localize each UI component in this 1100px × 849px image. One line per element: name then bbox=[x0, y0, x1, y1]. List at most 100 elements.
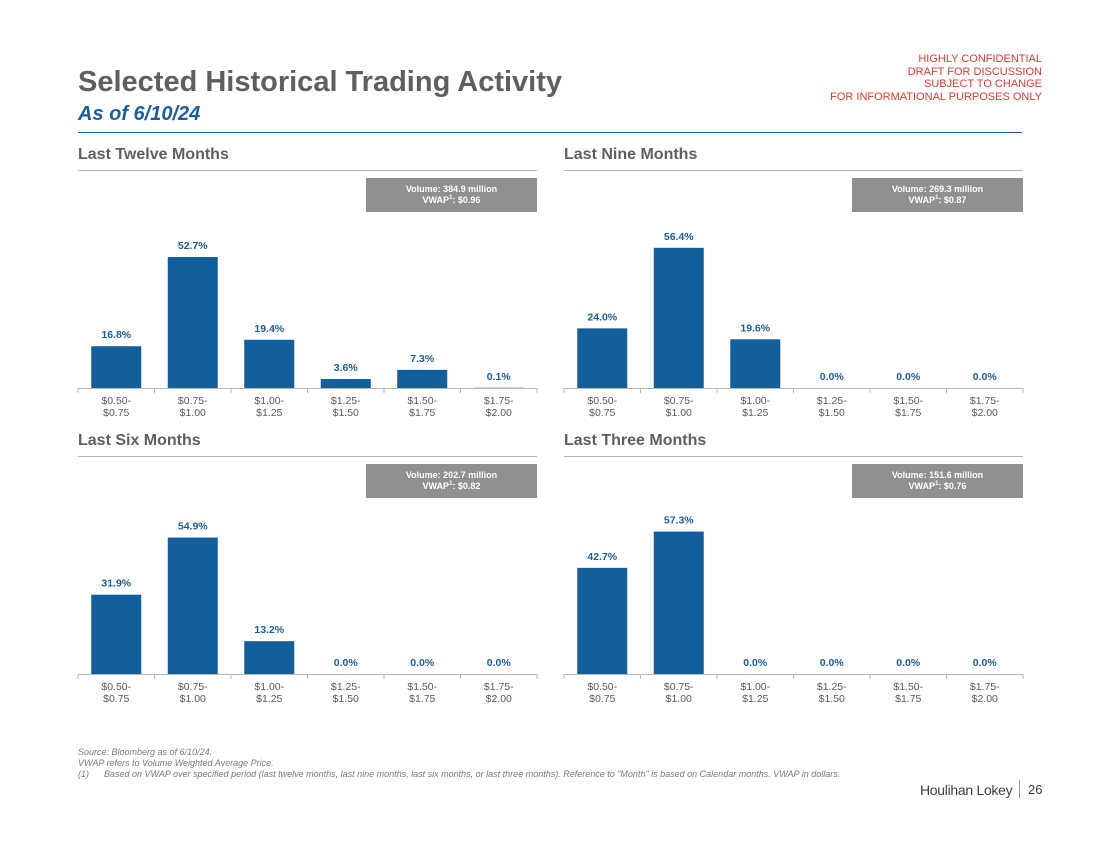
data-label: 42.7% bbox=[587, 551, 617, 563]
panel-divider bbox=[78, 170, 537, 171]
x-tick-label: $0.50-$0.75 bbox=[587, 395, 617, 419]
confidential-line: SUBJECT TO CHANGE bbox=[924, 78, 1042, 90]
header-divider bbox=[78, 132, 1022, 133]
data-label: 0.1% bbox=[487, 371, 512, 383]
panel-divider bbox=[564, 170, 1023, 171]
data-label: 24.0% bbox=[587, 311, 617, 323]
panel-title: Last Six Months bbox=[78, 432, 201, 449]
bar-chart: 42.7% $0.50-$0.75 57.3% $0.75-$1.00 0.0% $1.0… bbox=[563, 515, 1024, 705]
volume-label: Volume: 269.3 million bbox=[891, 184, 984, 194]
bar bbox=[91, 346, 142, 388]
data-label: 52.7% bbox=[178, 240, 208, 252]
page-subtitle: As of 6/10/24 bbox=[78, 103, 201, 125]
x-tick-label: $0.50-$0.75 bbox=[101, 681, 131, 705]
x-tick-label: $1.50-$1.75 bbox=[893, 681, 923, 705]
source-note: Source: Bloomberg as of 6/10/24. bbox=[78, 747, 213, 757]
confidential-line: FOR INFORMATIONAL PURPOSES ONLY bbox=[830, 90, 1042, 103]
x-tick-label: $1.00-$1.25 bbox=[254, 395, 284, 419]
data-label: 0.0% bbox=[410, 657, 435, 669]
data-label: 19.6% bbox=[740, 322, 770, 334]
x-tick-label: $1.50-$1.75 bbox=[407, 681, 437, 705]
data-label: 3.6% bbox=[334, 362, 359, 374]
data-label: 31.9% bbox=[101, 578, 131, 590]
volume-label: Volume: 151.6 million bbox=[891, 470, 984, 480]
bar bbox=[577, 328, 628, 388]
data-label: 54.9% bbox=[178, 521, 208, 533]
x-tick-label: $1.50-$1.75 bbox=[893, 395, 923, 419]
data-label: 0.0% bbox=[487, 657, 512, 669]
data-label: 7.3% bbox=[410, 353, 435, 365]
data-label: 57.3% bbox=[664, 515, 694, 527]
bar bbox=[320, 379, 371, 388]
bar bbox=[91, 594, 142, 674]
chart-panel-l6m: Last Six Months Volume: 202.7 million VW… bbox=[77, 432, 538, 722]
confidential-line: HIGHLY CONFIDENTIAL bbox=[918, 53, 1042, 65]
volume-label: Volume: 202.7 million bbox=[405, 470, 498, 480]
x-tick-label: $1.75-$2.00 bbox=[484, 395, 514, 419]
bar-chart: 31.9% $0.50-$0.75 54.9% $0.75-$1.00 13.2% $1.… bbox=[77, 521, 538, 705]
volume-label: Volume: 384.9 million bbox=[405, 184, 498, 194]
footnote-1: (1) Based on VWAP over specified period … bbox=[78, 769, 878, 780]
x-tick-label: $1.00-$1.25 bbox=[740, 681, 770, 705]
x-tick-label: $1.75-$2.00 bbox=[484, 681, 514, 705]
vwap-label: VWAP1: $0.87 bbox=[908, 195, 967, 205]
vwap-label: VWAP1: $0.76 bbox=[908, 481, 967, 491]
bar bbox=[167, 257, 218, 388]
panel-title: Last Nine Months bbox=[564, 146, 698, 163]
confidential-line: DRAFT FOR DISCUSSION bbox=[907, 65, 1042, 78]
x-tick-label: $0.75-$1.00 bbox=[178, 681, 208, 705]
x-tick-label: $1.75-$2.00 bbox=[970, 395, 1000, 419]
panel-divider bbox=[564, 456, 1023, 457]
x-tick-label: $1.00-$1.25 bbox=[740, 395, 770, 419]
data-label: 0.0% bbox=[820, 657, 845, 669]
x-tick-label: $1.75-$2.00 bbox=[970, 681, 1000, 705]
panel-divider bbox=[78, 456, 537, 457]
footnote-text: Based on VWAP over specified period (las… bbox=[104, 769, 841, 779]
x-tick-label: $0.50-$0.75 bbox=[101, 395, 131, 419]
page-number: 26 bbox=[1028, 782, 1043, 797]
data-label: 13.2% bbox=[254, 624, 284, 636]
data-label: 16.8% bbox=[101, 329, 131, 341]
bar bbox=[653, 247, 704, 388]
volume-vwap-box: Volume: 202.7 million VWAP1: $0.82 bbox=[366, 464, 537, 498]
bar-chart: 16.8% $0.50-$0.75 52.7% $0.75-$1.00 19.4% $1.… bbox=[77, 240, 538, 419]
x-tick-label: $1.50-$1.75 bbox=[407, 395, 437, 419]
panel-title: Last Three Months bbox=[564, 432, 707, 449]
x-tick-label: $0.75-$1.00 bbox=[664, 681, 694, 705]
volume-vwap-box: Volume: 151.6 million VWAP1: $0.76 bbox=[852, 464, 1023, 498]
x-tick-label: $1.00-$1.25 bbox=[254, 681, 284, 705]
bar bbox=[244, 339, 295, 388]
confidential-notice: HIGHLY CONFIDENTIAL DRAFT FOR DISCUSSION… bbox=[830, 53, 1042, 103]
data-label: 19.4% bbox=[254, 323, 284, 335]
vwap-label: VWAP1: $0.82 bbox=[422, 481, 481, 491]
chart-panel-ltm: Last Twelve Months Volume: 384.9 million… bbox=[77, 146, 538, 436]
x-tick-label: $1.25-$1.50 bbox=[817, 395, 847, 419]
data-label: 0.0% bbox=[973, 657, 998, 669]
bar bbox=[653, 531, 704, 674]
x-tick-label: $0.75-$1.00 bbox=[178, 395, 208, 419]
data-label: 0.0% bbox=[743, 657, 768, 669]
data-label: 0.0% bbox=[820, 371, 845, 383]
data-label: 0.0% bbox=[896, 657, 921, 669]
data-label: 0.0% bbox=[334, 657, 359, 669]
footnote-number: (1) bbox=[78, 769, 89, 779]
vwap-definition: VWAP refers to Volume Weighted Average P… bbox=[78, 758, 274, 768]
bar bbox=[397, 369, 448, 388]
volume-vwap-box: Volume: 269.3 million VWAP1: $0.87 bbox=[852, 178, 1023, 212]
bar bbox=[244, 641, 295, 674]
bar bbox=[167, 537, 218, 674]
volume-vwap-box: Volume: 384.9 million VWAP1: $0.96 bbox=[366, 178, 537, 212]
vwap-label: VWAP1: $0.96 bbox=[422, 195, 481, 205]
chart-panel-l9m: Last Nine Months Volume: 269.3 million V… bbox=[563, 146, 1024, 436]
page-title: Selected Historical Trading Activity bbox=[78, 66, 563, 98]
footnotes: Source: Bloomberg as of 6/10/24. VWAP re… bbox=[78, 747, 878, 780]
chart-panel-l3m: Last Three Months Volume: 151.6 million … bbox=[563, 432, 1024, 722]
brand-logo: Houlihan Lokey bbox=[920, 782, 1013, 798]
x-tick-label: $1.25-$1.50 bbox=[817, 681, 847, 705]
footer-divider bbox=[1019, 780, 1020, 798]
x-tick-label: $1.25-$1.50 bbox=[331, 395, 361, 419]
x-tick-label: $0.50-$0.75 bbox=[587, 681, 617, 705]
bar bbox=[730, 339, 781, 388]
panel-title: Last Twelve Months bbox=[78, 146, 229, 163]
x-tick-label: $1.25-$1.50 bbox=[331, 681, 361, 705]
